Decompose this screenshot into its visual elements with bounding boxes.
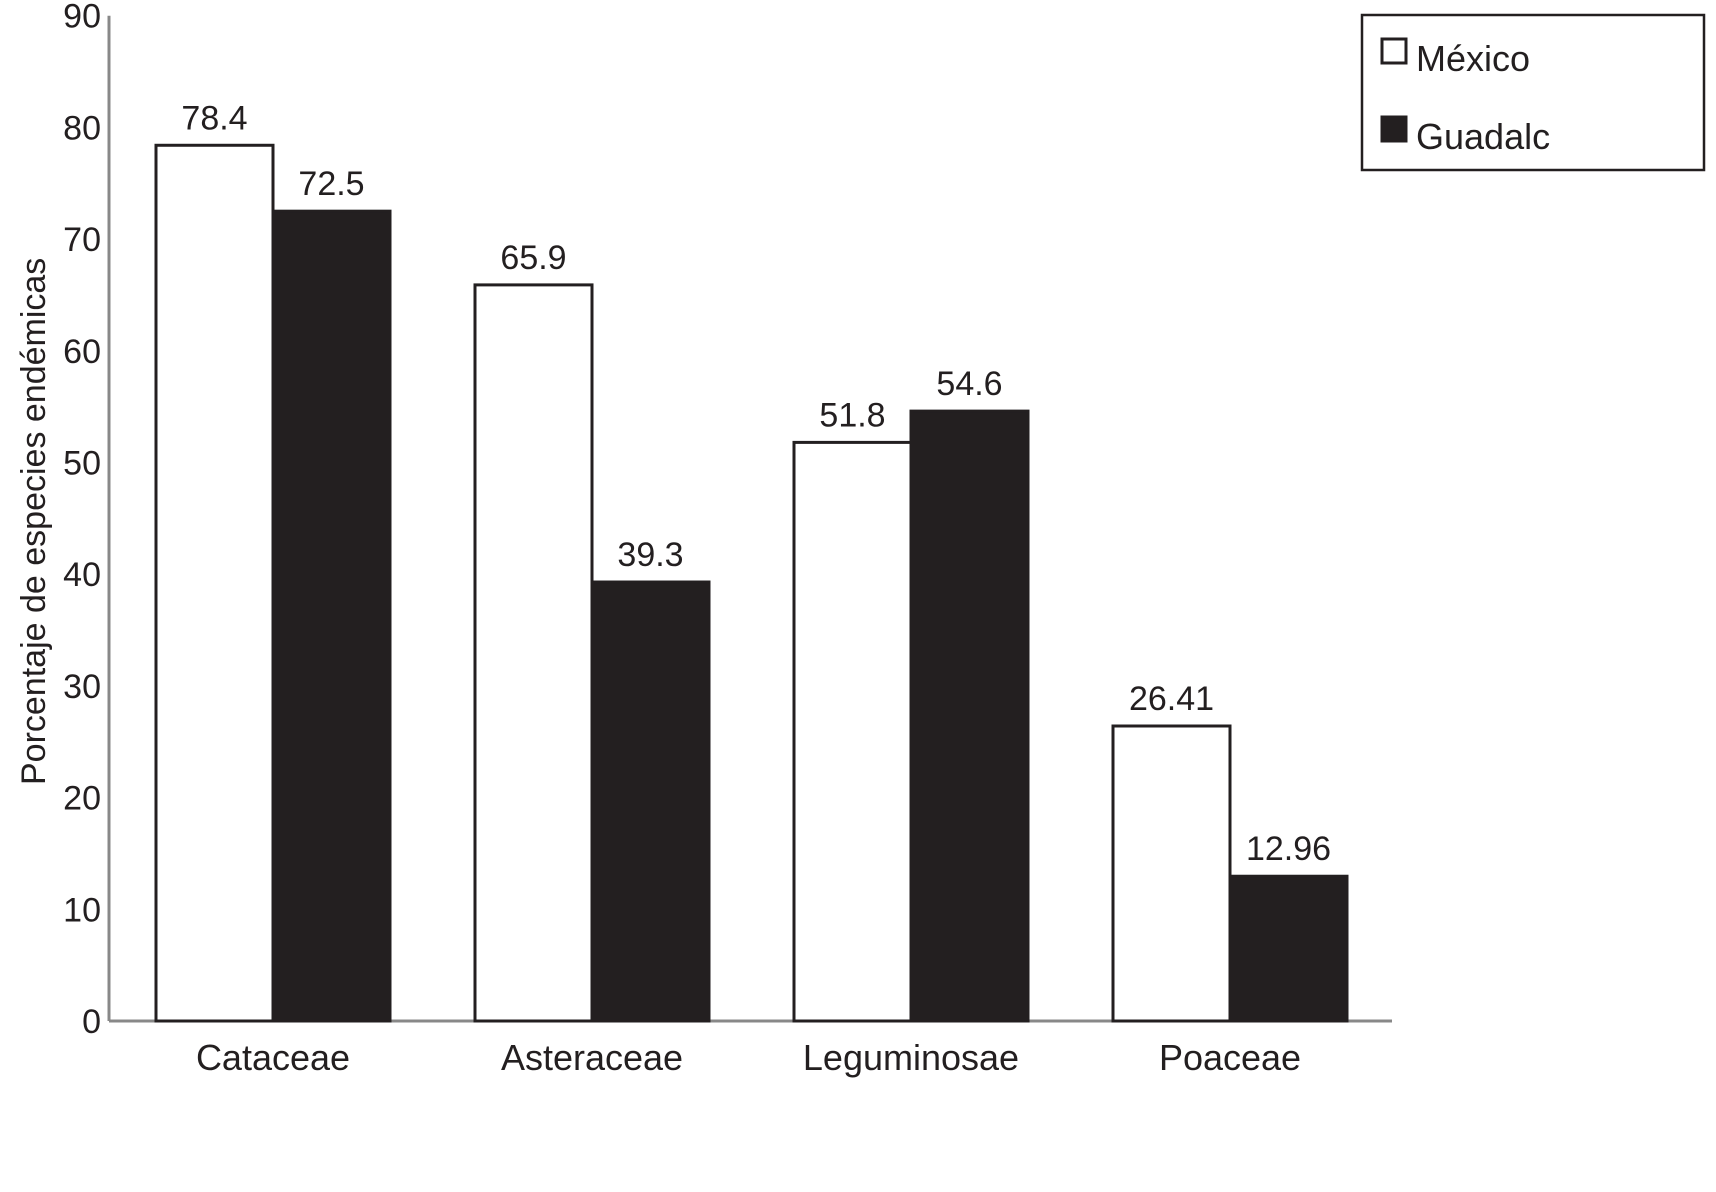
y-tick-label: 70	[63, 221, 101, 259]
data-label-poaceae-mexico: 26.41	[1129, 680, 1214, 718]
bar-asteraceae-mexico	[473, 283, 594, 1023]
data-label-asteraceae-mexico: 65.9	[500, 239, 566, 277]
bar-asteraceae-guadalc	[590, 580, 711, 1023]
x-tick-label: Leguminosae	[803, 1037, 1019, 1078]
data-label-cataceae-guadalc: 72.5	[298, 165, 364, 203]
data-label-cataceae-mexico: 78.4	[181, 99, 247, 137]
y-tick-label: 10	[63, 891, 101, 929]
y-tick-labels: 0 10 20 30 40 50 60 70 80 90	[63, 0, 101, 1041]
legend-swatch-guadalc	[1380, 115, 1408, 143]
category-labels: Cataceae Asteraceae Leguminosae Poaceae	[196, 1037, 1301, 1078]
legend-swatch-mexico	[1380, 37, 1408, 65]
data-label-leguminosae-mexico: 51.8	[819, 396, 885, 434]
legend-label-guadalc: Guadalc	[1416, 116, 1550, 157]
y-tick-label: 60	[63, 333, 101, 371]
y-tick-label: 90	[63, 0, 101, 36]
data-labels: 78.4 72.5 65.9 39.3 51.8 54.6 26.41 12.96	[181, 99, 1331, 868]
y-tick-label: 80	[63, 109, 101, 147]
bar-poaceae-guadalc	[1228, 874, 1349, 1023]
data-label-asteraceae-guadalc: 39.3	[617, 536, 683, 574]
data-label-poaceae-guadalc: 12.96	[1246, 830, 1331, 868]
bar-leguminosae-mexico	[792, 440, 913, 1023]
y-tick-label: 0	[82, 1003, 101, 1041]
y-axis-title: Porcentaje de especies endémicas	[15, 258, 53, 785]
legend: México Guadalc	[1360, 13, 1706, 172]
bar-leguminosae-guadalc	[909, 409, 1030, 1023]
y-tick-label: 20	[63, 780, 101, 818]
legend-label-mexico: México	[1416, 38, 1530, 79]
legend-box	[1360, 13, 1706, 172]
y-tick-label: 40	[63, 556, 101, 594]
y-tick-label: 30	[63, 668, 101, 706]
data-label-leguminosae-guadalc: 54.6	[936, 365, 1002, 403]
bar-cataceae-mexico	[154, 143, 275, 1023]
bar-cataceae-guadalc	[271, 209, 392, 1023]
x-tick-label: Poaceae	[1159, 1037, 1301, 1078]
y-tick-label: 50	[63, 445, 101, 483]
x-tick-label: Cataceae	[196, 1037, 350, 1078]
bar-poaceae-mexico	[1111, 724, 1232, 1023]
bars	[154, 143, 1349, 1023]
x-tick-label: Asteraceae	[501, 1037, 683, 1078]
